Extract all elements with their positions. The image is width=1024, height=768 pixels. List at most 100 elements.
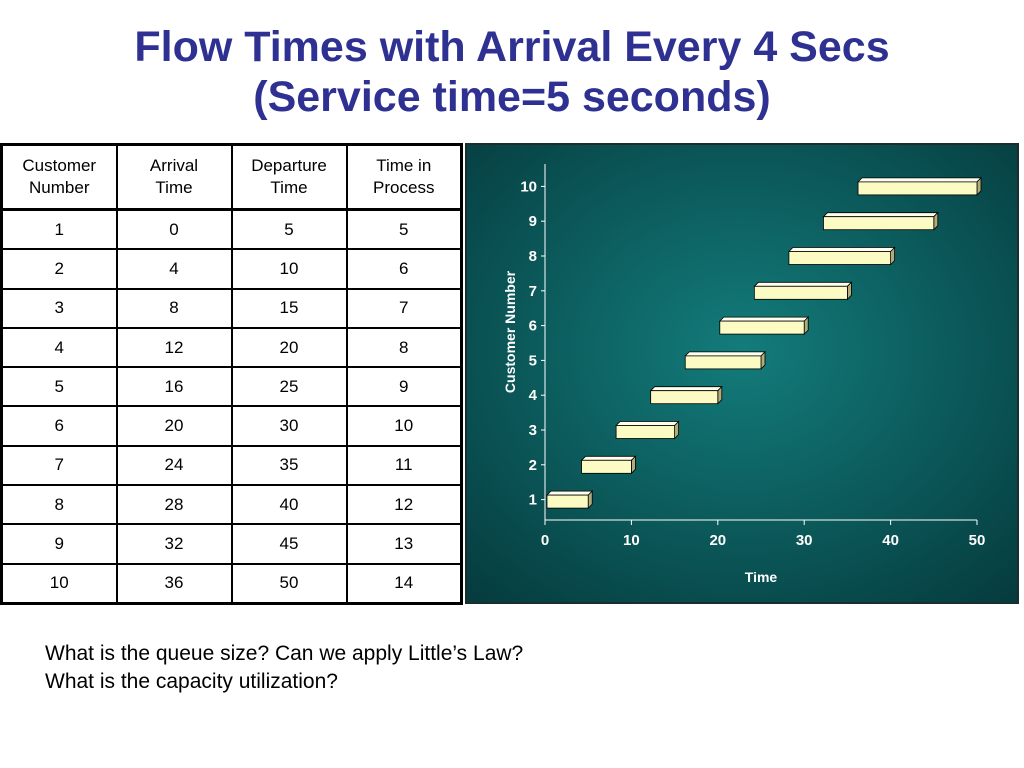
cell-time-in-process: 5 xyxy=(345,208,463,251)
cell-time-in-process: 9 xyxy=(345,366,463,408)
bar-top-face xyxy=(753,281,853,287)
cell-arrival-time: 36 xyxy=(115,562,233,605)
cell-departure-time: 30 xyxy=(230,405,348,447)
title-line-1: Flow Times with Arrival Every 4 Secs xyxy=(134,23,890,71)
x-tick-label: 40 xyxy=(882,532,899,549)
cell-arrival-time: 4 xyxy=(115,248,233,290)
cell-departure-time: 50 xyxy=(230,562,348,605)
cell-customer-number: 10 xyxy=(0,562,118,605)
flow-chart-panel: 0 10 20 30 40 50 1 2 3 4 5 6 7 8 9 10 Time Customer Numbe… xyxy=(465,143,1019,604)
bar-front-face xyxy=(581,459,632,474)
title-line-2: (Service time=5 seconds) xyxy=(253,73,771,121)
flow-times-table: Customer Number Arrival Time Departure Time… xyxy=(0,143,463,605)
bar-front-face xyxy=(546,494,589,509)
y-axis-title: Customer Number xyxy=(502,270,518,393)
y-tick-label: 7 xyxy=(529,283,537,300)
question-line-1: What is the queue size? Can we apply Lit… xyxy=(45,642,524,665)
table-row: 8 28 40 12 xyxy=(0,484,463,526)
cell-arrival-time: 32 xyxy=(115,523,233,565)
flow-bar-customer-7 xyxy=(753,281,853,301)
bar-top-face xyxy=(615,421,680,426)
x-tick-label: 50 xyxy=(969,532,986,549)
cell-time-in-process: 6 xyxy=(345,248,463,290)
cell-departure-time: 15 xyxy=(230,287,348,329)
flow-bar-customer-1 xyxy=(546,490,594,510)
cell-arrival-time: 28 xyxy=(115,484,233,526)
cell-customer-number: 9 xyxy=(0,523,118,565)
bar-front-face xyxy=(857,181,978,196)
header-customer-number: Customer Number xyxy=(0,143,118,211)
table-row: 6 20 30 10 xyxy=(0,405,463,447)
bar-top-face xyxy=(649,386,723,392)
table-row: 5 16 25 9 xyxy=(0,366,463,408)
bar-top-face xyxy=(546,490,594,496)
question-text: What is the queue size? Can we apply Lit… xyxy=(45,640,523,696)
flow-bar-customer-9 xyxy=(822,211,939,231)
cell-customer-number: 5 xyxy=(0,366,118,408)
cell-arrival-time: 12 xyxy=(115,326,233,369)
cell-arrival-time: 0 xyxy=(115,208,233,251)
cell-time-in-process: 7 xyxy=(345,287,463,329)
bar-front-face xyxy=(684,355,762,370)
bar-top-face xyxy=(787,247,896,252)
cell-customer-number: 1 xyxy=(0,208,118,251)
header-arrival-time: Arrival Time xyxy=(115,143,233,211)
chart-bars xyxy=(546,176,982,510)
cell-customer-number: 8 xyxy=(0,484,118,526)
cell-customer-number: 3 xyxy=(0,287,118,329)
cell-customer-number: 7 xyxy=(0,444,118,487)
header-time-in-process: Time in Process xyxy=(345,143,463,211)
chart-axes xyxy=(541,164,978,525)
cell-arrival-time: 16 xyxy=(115,366,233,408)
bar-front-face xyxy=(719,320,805,335)
x-tick-label: 0 xyxy=(541,532,549,549)
cell-departure-time: 40 xyxy=(230,484,348,526)
header-departure-time: Departure Time xyxy=(230,143,348,211)
cell-departure-time: 20 xyxy=(230,326,348,369)
y-tick-label: 6 xyxy=(529,318,537,335)
table-row: 10 36 50 14 xyxy=(0,562,463,605)
x-tick-label: 10 xyxy=(623,532,640,549)
flow-bar-customer-4 xyxy=(649,385,723,405)
y-tick-label: 4 xyxy=(529,387,538,404)
table-row: 9 32 45 13 xyxy=(0,523,463,565)
question-line-2: What is the capacity utilization? xyxy=(45,670,338,693)
y-tick-label: 9 xyxy=(529,213,537,230)
flow-bar-customer-10 xyxy=(857,176,982,196)
cell-arrival-time: 24 xyxy=(115,444,233,487)
flow-bar-customer-8 xyxy=(787,246,896,266)
chart-labels: 0 10 20 30 40 50 1 2 3 4 5 6 7 8 9 10 Time Customer Numbe… xyxy=(502,178,985,585)
cell-departure-time: 5 xyxy=(230,208,348,251)
table-row: 4 12 20 8 xyxy=(0,326,463,369)
y-tick-label: 1 xyxy=(529,492,537,509)
bar-front-face xyxy=(788,251,892,265)
cell-customer-number: 2 xyxy=(0,248,118,290)
cell-time-in-process: 8 xyxy=(345,326,463,369)
table-body: 1 0 5 5 2 4 10 6 3 8 15 7 4 12 20 8 5 16 25 9 6 20 30 10 7 24 35 11… xyxy=(0,208,463,605)
cell-time-in-process: 14 xyxy=(345,562,463,605)
bar-top-face xyxy=(580,455,637,461)
cell-time-in-process: 13 xyxy=(345,523,463,565)
slide-title: Flow Times with Arrival Every 4 Secs (Se… xyxy=(0,22,1024,122)
table-row: 3 8 15 7 xyxy=(0,287,463,329)
flow-bar-customer-2 xyxy=(580,455,637,475)
x-axis-title: Time xyxy=(745,569,778,585)
y-tick-label: 10 xyxy=(520,178,537,195)
table-row: 7 24 35 11 xyxy=(0,444,463,487)
flow-bar-customer-3 xyxy=(615,420,680,440)
cell-arrival-time: 8 xyxy=(115,287,233,329)
flow-chart: 0 10 20 30 40 50 1 2 3 4 5 6 7 8 9 10 Time Customer Numbe… xyxy=(467,145,1017,602)
cell-departure-time: 10 xyxy=(230,248,348,290)
bar-front-face xyxy=(650,390,719,405)
cell-time-in-process: 10 xyxy=(345,405,463,447)
bar-front-face xyxy=(753,285,848,300)
bar-front-face xyxy=(615,425,675,439)
y-tick-label: 5 xyxy=(529,352,537,369)
y-tick-label: 2 xyxy=(529,457,537,474)
cell-customer-number: 6 xyxy=(0,405,118,447)
cell-time-in-process: 12 xyxy=(345,484,463,526)
cell-arrival-time: 20 xyxy=(115,405,233,447)
bar-top-face xyxy=(718,316,810,322)
table-row: 2 4 10 6 xyxy=(0,248,463,290)
